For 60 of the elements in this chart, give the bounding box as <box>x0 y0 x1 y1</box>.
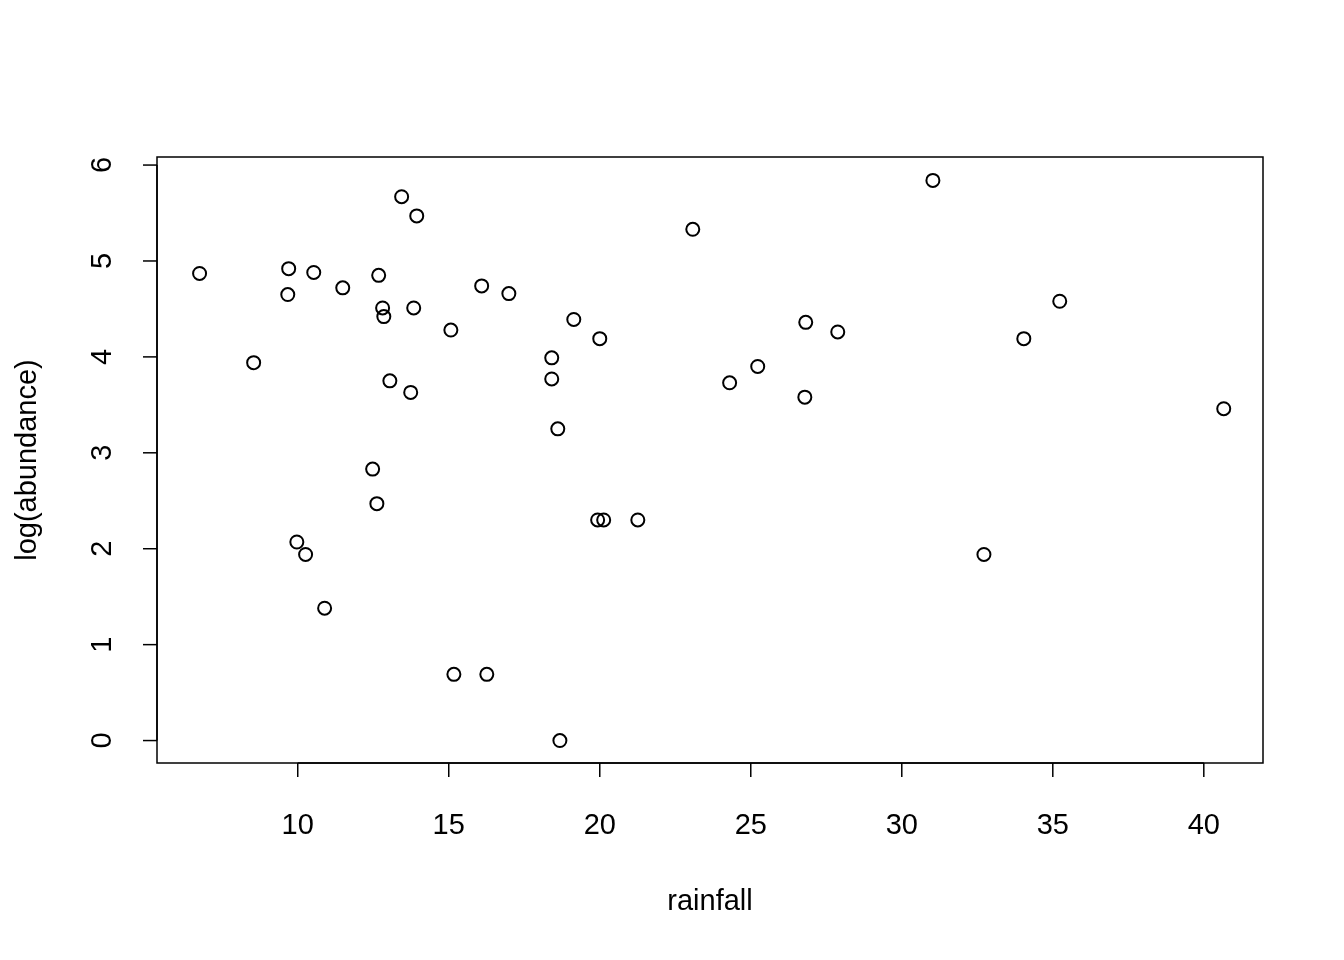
point <box>406 300 422 316</box>
x-tick-label: 25 <box>734 808 767 840</box>
point <box>443 322 459 338</box>
point <box>376 309 392 325</box>
point <box>1016 331 1032 347</box>
y-axis-title: log(abundance) <box>10 359 42 561</box>
y-tick-label: 3 <box>85 444 117 461</box>
x-tick-label: 15 <box>432 808 465 840</box>
x-tick-label: 30 <box>885 808 918 840</box>
point <box>596 512 612 528</box>
point <box>1216 401 1232 417</box>
point <box>544 350 560 366</box>
point <box>289 534 305 550</box>
point <box>409 208 425 224</box>
x-axis-title: rainfall <box>667 884 753 916</box>
point <box>281 261 297 277</box>
y-tick-label: 2 <box>85 540 117 557</box>
point <box>479 666 495 682</box>
point <box>382 373 398 389</box>
point <box>590 512 606 528</box>
x-tick-label: 10 <box>281 808 314 840</box>
point <box>474 278 490 294</box>
x-tick-label: 40 <box>1187 808 1220 840</box>
point <box>246 355 262 371</box>
point <box>280 287 296 303</box>
point <box>446 666 462 682</box>
point <box>306 264 322 280</box>
x-tick-label: 35 <box>1036 808 1069 840</box>
y-tick-label: 5 <box>85 252 117 270</box>
point <box>630 512 646 528</box>
point <box>365 461 381 477</box>
point <box>685 221 701 237</box>
point <box>394 189 410 205</box>
x-tick-label: 20 <box>583 808 616 840</box>
point <box>192 265 208 281</box>
point <box>371 267 387 283</box>
point <box>925 172 941 188</box>
point <box>798 314 814 330</box>
point <box>592 331 608 347</box>
point <box>830 324 846 340</box>
point <box>375 300 391 316</box>
point <box>403 384 419 400</box>
point <box>552 733 568 749</box>
point <box>722 375 738 391</box>
point <box>501 286 517 302</box>
y-tick-label: 4 <box>85 348 117 365</box>
y-tick-label: 6 <box>85 156 117 174</box>
point <box>1052 293 1068 309</box>
point <box>566 311 582 327</box>
point <box>369 496 385 512</box>
y-tick-label: 1 <box>85 636 117 653</box>
point <box>750 358 766 374</box>
y-tick-label: 0 <box>85 732 117 749</box>
point <box>317 600 333 616</box>
point <box>797 389 813 405</box>
point <box>976 546 992 562</box>
point <box>335 280 351 296</box>
point <box>544 371 560 387</box>
point <box>298 546 314 562</box>
point <box>550 421 566 437</box>
